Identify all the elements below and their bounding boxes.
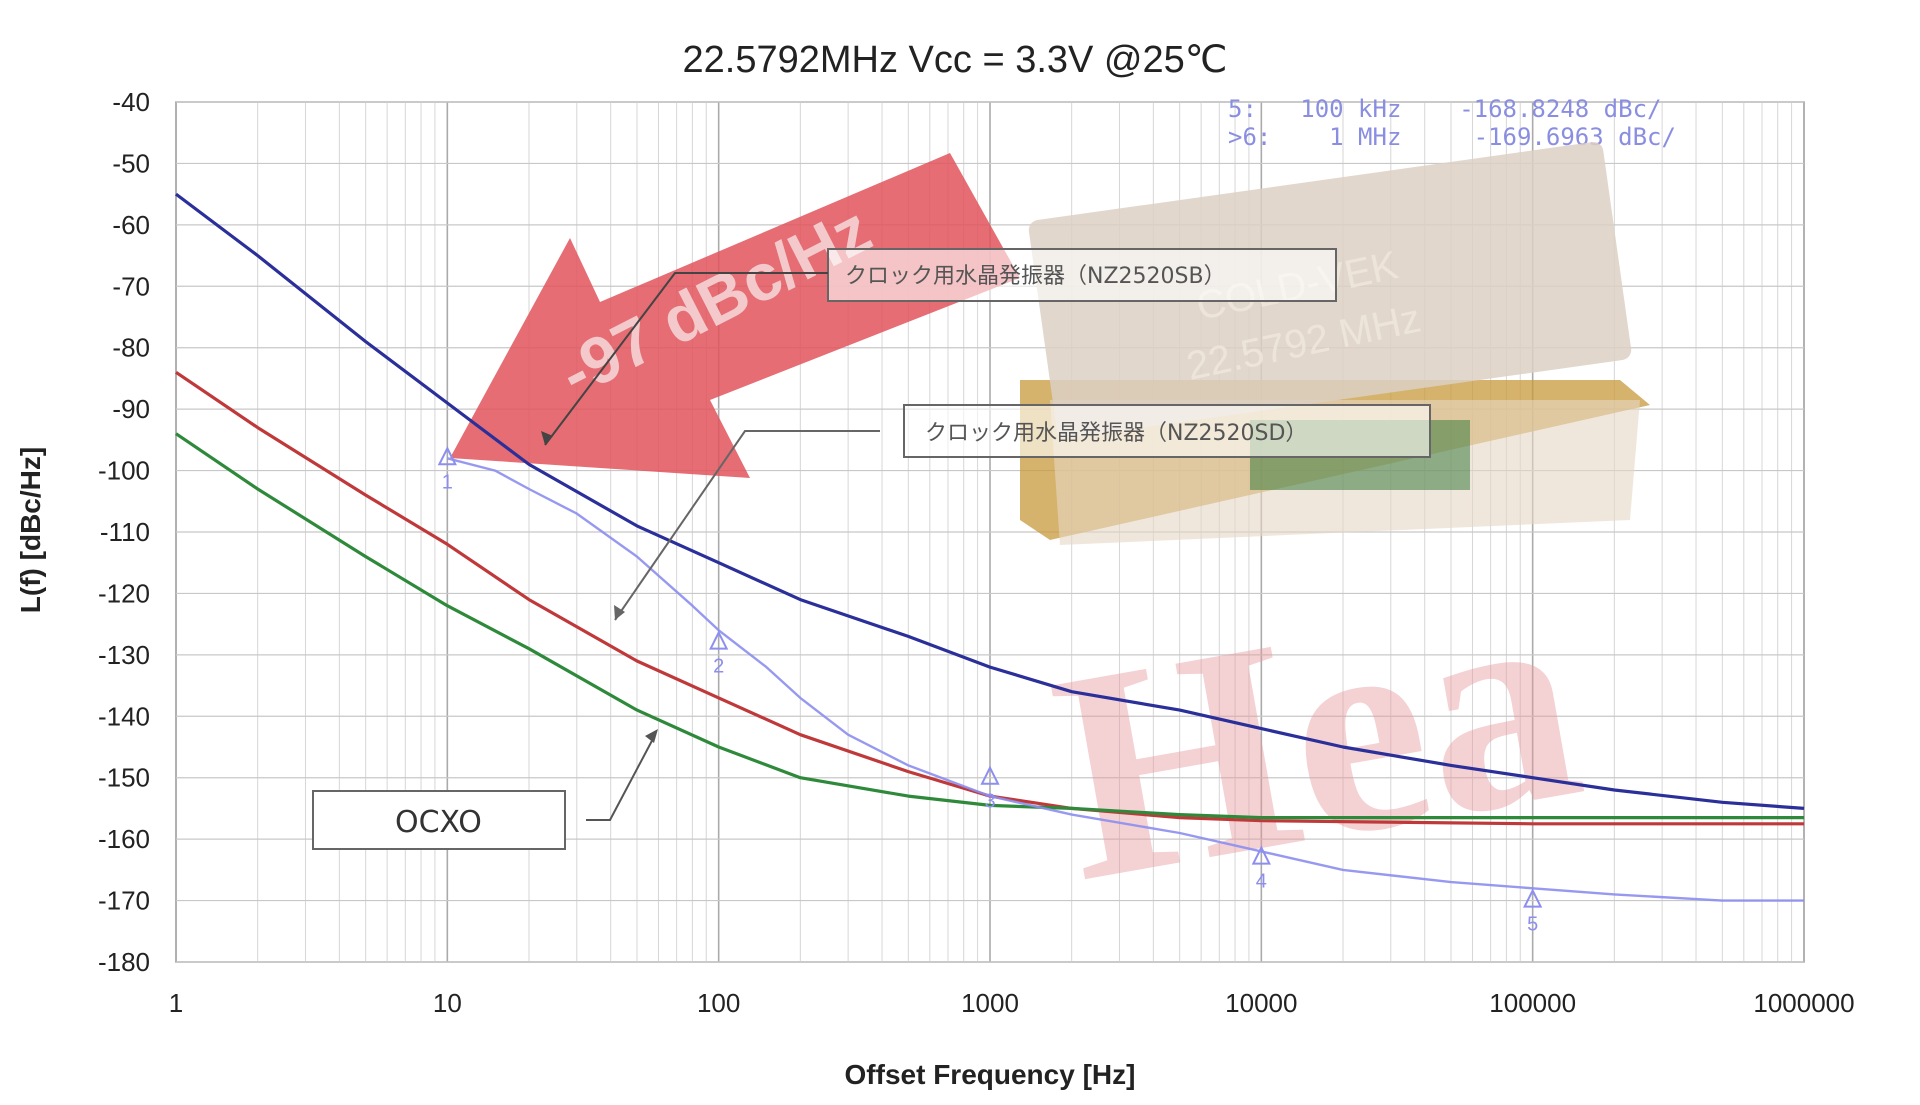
y-tick-label: -120 [98, 578, 150, 608]
callout-arrowhead-1 [541, 431, 553, 445]
series-line-3 [175, 432, 1804, 820]
y-tick-label: -110 [100, 517, 150, 547]
trace-marker-label: 2 [713, 656, 724, 678]
series-line-1 [175, 192, 1805, 810]
series-lines [175, 192, 1805, 902]
x-tick-label: 10000 [1225, 988, 1297, 1018]
y-tick-label: -70 [112, 271, 150, 301]
trace-marker-label: 1 [442, 471, 453, 493]
series-line-2 [175, 370, 1804, 826]
x-tick-label: 100000 [1489, 988, 1576, 1018]
trace-marker-4 [1251, 845, 1271, 865]
y-tick-label: -100 [98, 456, 150, 486]
x-axis-ticks: 1 10 100 1000 10000 100000 1000000 [169, 988, 1855, 1018]
trace-markers: 1 2 3 4 5 [437, 446, 1543, 936]
marker-readout: 5: 100 kHz -168.8248 dBc/ >6: 1 MHz -169… [1228, 95, 1676, 151]
callout-nz2520sb: クロック用水晶発振器（NZ2520SB） [541, 248, 1337, 446]
trace-marker-label: 4 [1256, 871, 1267, 893]
callout-label-3: OCXO [395, 805, 482, 840]
x-tick-label: 10 [433, 988, 462, 1018]
callout-label-1: クロック用水晶発振器（NZ2520SB） [845, 264, 1226, 289]
x-axis-label: Offset Frequency [Hz] [845, 1059, 1136, 1090]
red-arrow-shape [450, 153, 1020, 478]
callout-leader-1 [544, 272, 828, 446]
callout-box-3 [312, 790, 566, 850]
y-tick-label: -170 [98, 886, 150, 916]
callout-arrowhead-2 [614, 605, 625, 620]
y-axis-ticks: -40 -50 -60 -70 -80 -90 -100 -110 -120 -130 -140 -1… [98, 87, 150, 977]
trace-marker-2 [709, 630, 729, 650]
y-tick-label: -160 [98, 824, 150, 854]
trace-marker-label: 3 [984, 791, 995, 813]
trace-marker-1 [437, 446, 457, 466]
callout-label-2: クロック用水晶発振器（NZ2520SD） [925, 421, 1307, 446]
callout-leader-3 [586, 734, 656, 821]
chart-title: 22.5792MHz Vcc = 3.3V @25℃ [683, 39, 1228, 81]
y-axis-label: L(f) [dBc/Hz] [15, 447, 46, 613]
trace-marker-3 [980, 765, 1000, 785]
callout-arrowhead-3 [645, 729, 658, 743]
callout-box-2 [903, 404, 1431, 458]
trace-marker-label: 5 [1527, 914, 1538, 936]
y-tick-label: -140 [98, 701, 150, 731]
x-tick-label: 1000000 [1753, 988, 1854, 1018]
trace-marker-5 [1523, 888, 1543, 908]
y-tick-label: -180 [98, 947, 150, 977]
y-tick-label: -90 [112, 394, 150, 424]
marker-readout-line-6: >6: 1 MHz -169.6963 dBc/ [1228, 123, 1676, 151]
x-tick-label: 1000 [961, 988, 1019, 1018]
y-tick-label: -150 [98, 763, 150, 793]
callout-box-1 [827, 248, 1337, 302]
y-tick-label: -130 [98, 640, 150, 670]
x-tick-label: 1 [169, 988, 183, 1018]
marker-readout-line-5: 5: 100 kHz -168.8248 dBc/ [1228, 95, 1661, 123]
y-tick-label: -40 [112, 87, 150, 117]
y-tick-label: -60 [112, 210, 150, 240]
callout-nz2520sd: クロック用水晶発振器（NZ2520SD） [614, 404, 1431, 621]
y-tick-label: -50 [112, 148, 150, 178]
callout-ocxo: OCXO [312, 729, 658, 850]
y-tick-label: -80 [112, 333, 150, 363]
series-line-4 [447, 457, 1804, 902]
callout-leader-2 [614, 430, 880, 621]
x-tick-label: 100 [697, 988, 740, 1018]
